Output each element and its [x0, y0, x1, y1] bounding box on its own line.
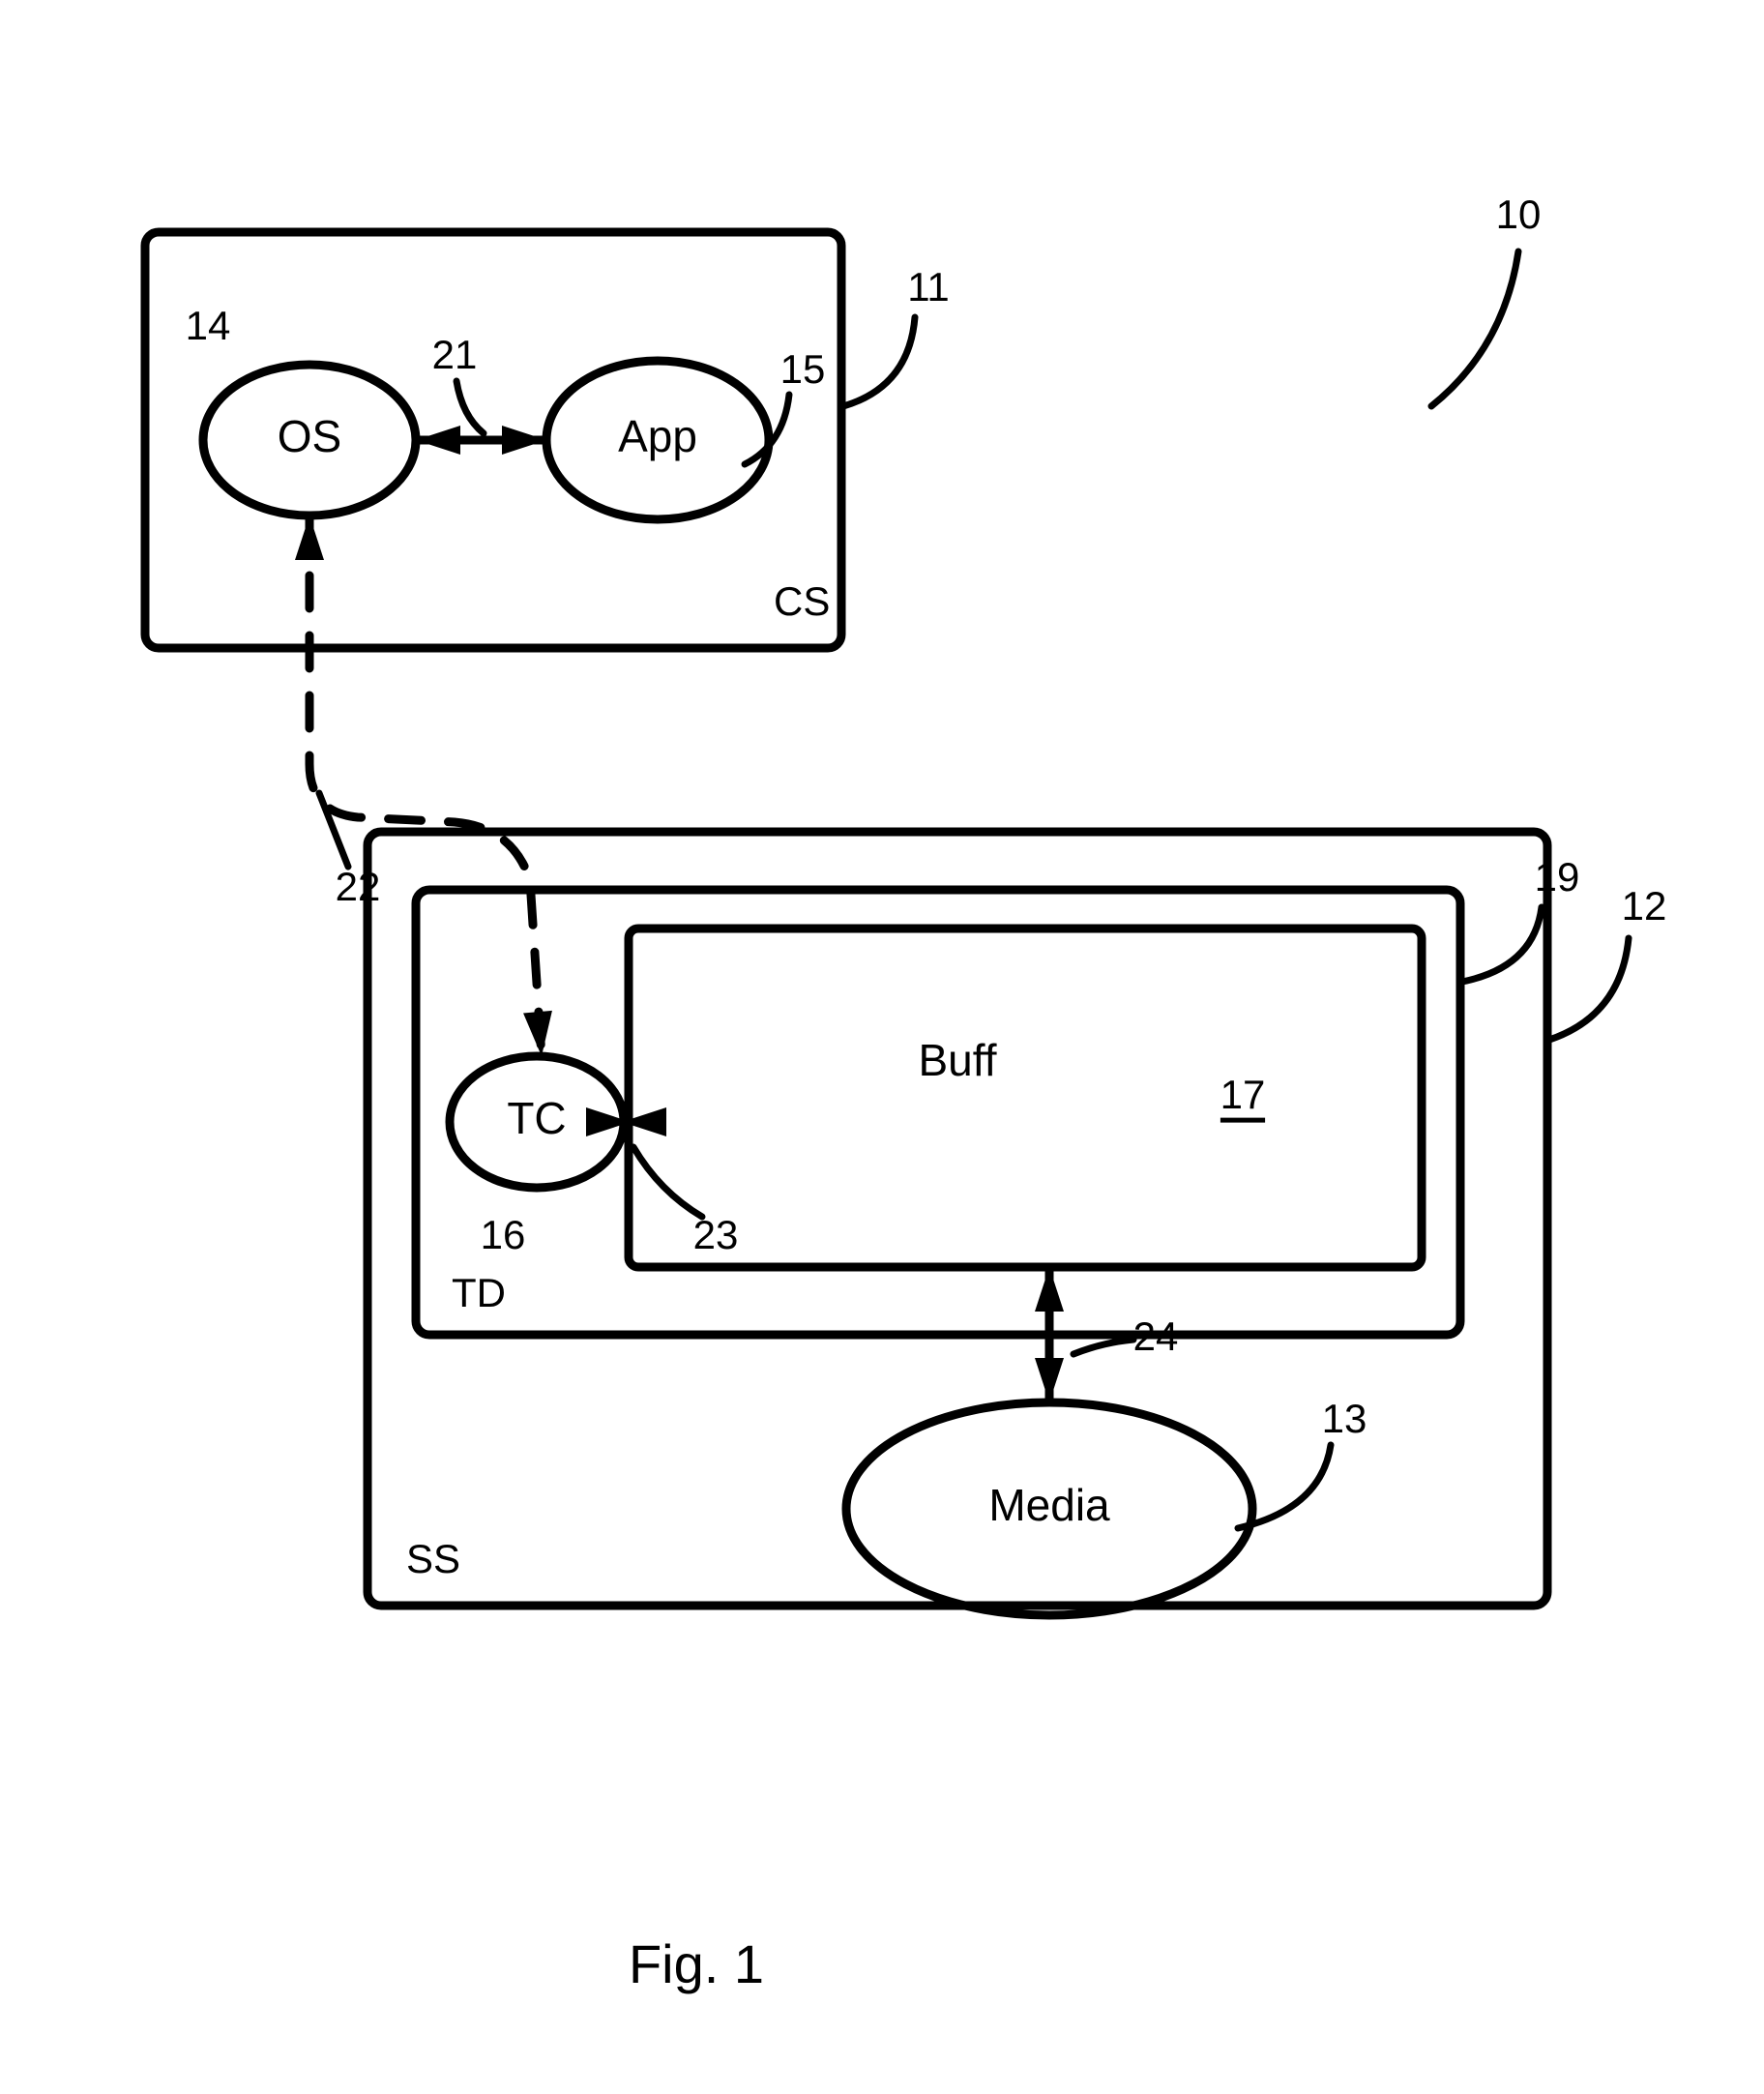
- ref-label: 19: [1535, 854, 1580, 900]
- ref-label: 10: [1496, 192, 1542, 237]
- leader-line: [843, 317, 915, 406]
- leader-line: [1462, 907, 1542, 982]
- ref-label: 15: [780, 346, 826, 392]
- ref-label: 23: [693, 1212, 739, 1257]
- buff-label: Buff: [919, 1035, 997, 1085]
- arrowhead: [416, 426, 460, 455]
- os-label: OS: [278, 411, 341, 461]
- ref-label: 16: [481, 1212, 526, 1257]
- leader-line: [456, 381, 484, 433]
- leader-line: [633, 1147, 702, 1217]
- ref-label: 14: [186, 303, 231, 348]
- td-corner-label: TD: [452, 1270, 506, 1315]
- leader-line: [1073, 1340, 1133, 1354]
- ref-label: 24: [1133, 1313, 1179, 1359]
- cs-corner-label: CS: [774, 578, 830, 624]
- leader-line: [1431, 251, 1518, 406]
- ref-label: 21: [432, 332, 478, 377]
- ref-label: 17: [1220, 1072, 1266, 1117]
- os-tc-connector: [309, 516, 542, 1056]
- ss-box: [368, 832, 1547, 1606]
- figure-caption: Fig. 1: [629, 1933, 764, 1994]
- arrowhead: [502, 426, 546, 455]
- arrowhead: [1035, 1267, 1064, 1312]
- buff-box: [629, 929, 1422, 1267]
- ref-label: 22: [336, 864, 381, 909]
- leader-line: [1549, 938, 1629, 1040]
- ref-label: 13: [1322, 1396, 1367, 1441]
- media-label: Media: [988, 1480, 1110, 1530]
- arrowhead: [295, 516, 324, 560]
- tc-label: TC: [507, 1093, 566, 1143]
- ref-label: 11: [907, 264, 950, 310]
- leader-line: [319, 793, 348, 867]
- app-label: App: [618, 411, 697, 461]
- arrowhead: [523, 1011, 552, 1056]
- ss-corner-label: SS: [406, 1536, 460, 1581]
- ref-label: 12: [1622, 883, 1667, 929]
- arrowhead: [1035, 1358, 1064, 1402]
